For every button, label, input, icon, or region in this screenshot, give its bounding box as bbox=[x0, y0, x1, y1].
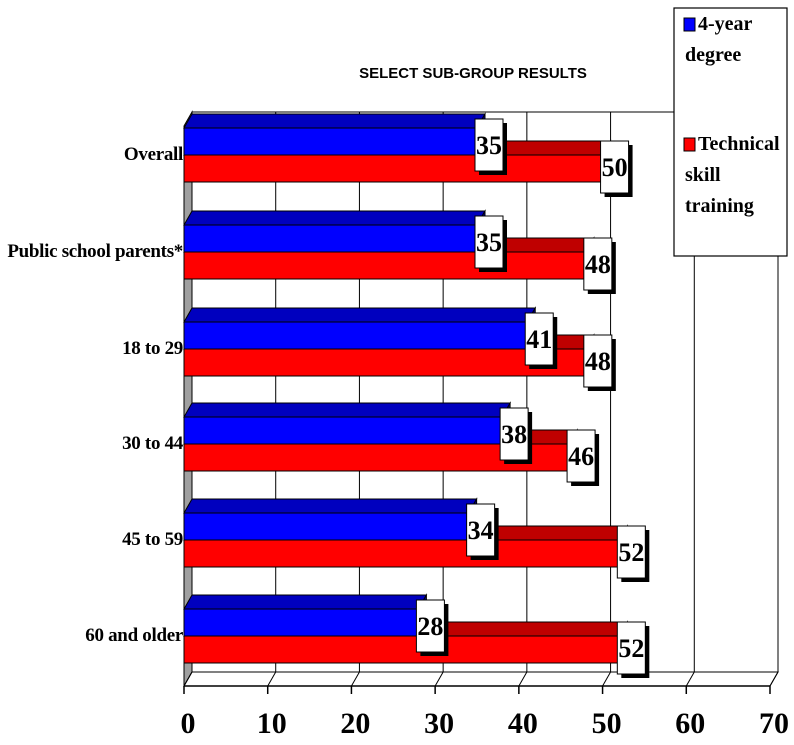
gridline-floor bbox=[769, 671, 779, 687]
bar-series1-1-top bbox=[183, 210, 486, 226]
bar-series2-4-face bbox=[183, 539, 620, 568]
x-tick-label-0: 0 bbox=[181, 707, 196, 740]
data-label-series2-5-text: 52 bbox=[618, 634, 644, 663]
x-tick-labels: 0 10 20 30 40 50 60 70 bbox=[181, 707, 790, 740]
category-label-3: 30 to 44 bbox=[122, 433, 184, 454]
bar-series1-0-top bbox=[183, 113, 486, 129]
data-label-series1-1-text: 35 bbox=[476, 228, 502, 257]
data-label-series2-2: 48 bbox=[583, 334, 616, 391]
data-label-series2-2-box bbox=[583, 334, 613, 388]
gridline-floor bbox=[685, 671, 695, 687]
data-label-series1-1-box bbox=[474, 215, 504, 269]
data-label-series1-4-box bbox=[466, 503, 496, 557]
data-label-series2-3-text: 46 bbox=[568, 442, 594, 471]
legend-label-0-1: degree bbox=[685, 44, 741, 66]
data-label-series1-5: 28 bbox=[415, 599, 449, 656]
data-label-series2-0: 50 bbox=[600, 140, 633, 197]
data-label-series1-0-text: 35 bbox=[476, 131, 502, 160]
bar-series1-5-top bbox=[183, 594, 428, 610]
x-tick-label-7: 70 bbox=[759, 707, 789, 740]
data-label-series1-4: 34 bbox=[466, 503, 499, 560]
x-tick-label-2: 20 bbox=[340, 707, 370, 740]
data-label-series2-2-text: 48 bbox=[585, 347, 611, 376]
x-tick-label-1: 10 bbox=[257, 707, 287, 740]
gridline-floor bbox=[267, 671, 277, 687]
data-label-series2-1-text: 48 bbox=[585, 250, 611, 279]
data-label-series2-1-box bbox=[583, 237, 613, 291]
legend-swatch-0 bbox=[683, 17, 696, 32]
data-label-series1-0: 35 bbox=[474, 118, 507, 175]
gridline-floor bbox=[350, 671, 360, 687]
data-label-series2-3-box bbox=[566, 429, 596, 483]
data-label-series1-4-text: 34 bbox=[468, 516, 494, 545]
data-label-series2-3: 46 bbox=[566, 429, 600, 486]
data-label-series2-0-box bbox=[600, 140, 630, 194]
bar-series1-5 bbox=[183, 593, 428, 638]
bar-series1-3-top bbox=[183, 402, 511, 418]
gridline-floor bbox=[518, 671, 528, 687]
category-labels: Overall Public school parents* 18 to 29 30 … bbox=[7, 144, 184, 646]
category-label-1: Public school parents* bbox=[7, 241, 183, 262]
category-label-5: 60 and older bbox=[85, 625, 184, 646]
data-label-series1-2-text: 41 bbox=[526, 325, 552, 354]
chart-title: SELECT SUB-GROUP RESULTS bbox=[359, 65, 587, 82]
data-label-series1-2: 41 bbox=[524, 312, 558, 369]
bar-series1-5-face bbox=[183, 608, 419, 637]
data-labels: 35 50 35 48 41 48 38 46 34 52 28 52 bbox=[415, 118, 650, 678]
gridline-floor bbox=[434, 671, 444, 687]
data-label-series1-5-text: 28 bbox=[417, 612, 443, 641]
bar-series1-4 bbox=[183, 497, 478, 542]
category-label-0: Overall bbox=[124, 144, 183, 165]
x-tick-label-5: 50 bbox=[592, 707, 622, 740]
bar-series2-0-face bbox=[183, 154, 604, 183]
data-label-series2-0-text: 50 bbox=[602, 153, 628, 182]
x-tick-label-6: 60 bbox=[675, 707, 705, 740]
data-label-series2-4-text: 52 bbox=[618, 538, 644, 567]
bar-series2-1-face bbox=[183, 251, 587, 280]
data-label-series2-5-box bbox=[616, 621, 646, 675]
legend-swatch-1 bbox=[683, 137, 696, 152]
bar-series1-4-face bbox=[183, 512, 470, 541]
legend: 4-year degree Technical skill training bbox=[673, 7, 788, 257]
x-tick-label-4: 40 bbox=[508, 707, 538, 740]
bar-series1-3-face bbox=[183, 416, 503, 445]
data-label-series2-4: 52 bbox=[616, 525, 650, 582]
data-label-series1-3-text: 38 bbox=[501, 420, 527, 449]
data-label-series2-1: 48 bbox=[583, 237, 616, 294]
gridline-floor bbox=[183, 671, 193, 687]
legend-label-0-0: 4-year bbox=[698, 13, 753, 35]
data-label-series2-4-box bbox=[616, 525, 646, 579]
data-label-series1-2-box bbox=[524, 312, 554, 366]
plot-floor bbox=[183, 671, 779, 687]
gridline-floor bbox=[602, 671, 612, 687]
legend-box bbox=[673, 7, 788, 257]
data-label-series1-3: 38 bbox=[499, 407, 533, 464]
bar-series1-2-top bbox=[183, 307, 537, 323]
legend-label-1-2: training bbox=[685, 195, 754, 217]
bar-series1-0 bbox=[183, 112, 486, 157]
data-label-series1-3-box bbox=[499, 407, 529, 461]
data-label-series1-5-box bbox=[415, 599, 445, 653]
bar-series1-2-face bbox=[183, 321, 528, 350]
bar-series1-1-face bbox=[183, 224, 478, 253]
x-tick-label-3: 30 bbox=[424, 707, 454, 740]
bar-series1-0-face bbox=[183, 127, 478, 156]
bar-series2-5-face bbox=[183, 635, 620, 664]
x-axis bbox=[183, 685, 771, 694]
bar-series1-2 bbox=[183, 306, 537, 351]
category-label-2: 18 to 29 bbox=[122, 338, 183, 359]
data-label-series1-1: 35 bbox=[474, 215, 507, 272]
category-label-4: 45 to 59 bbox=[122, 529, 183, 550]
bar-series1-4-top bbox=[183, 498, 478, 514]
data-label-series1-0-box bbox=[474, 118, 504, 172]
bar-series1-1 bbox=[183, 209, 486, 254]
bar-series1-3 bbox=[183, 401, 511, 446]
data-label-series2-5: 52 bbox=[616, 621, 650, 678]
legend-label-1-1: skill bbox=[685, 164, 721, 186]
legend-label-1-0: Technical bbox=[698, 133, 780, 155]
